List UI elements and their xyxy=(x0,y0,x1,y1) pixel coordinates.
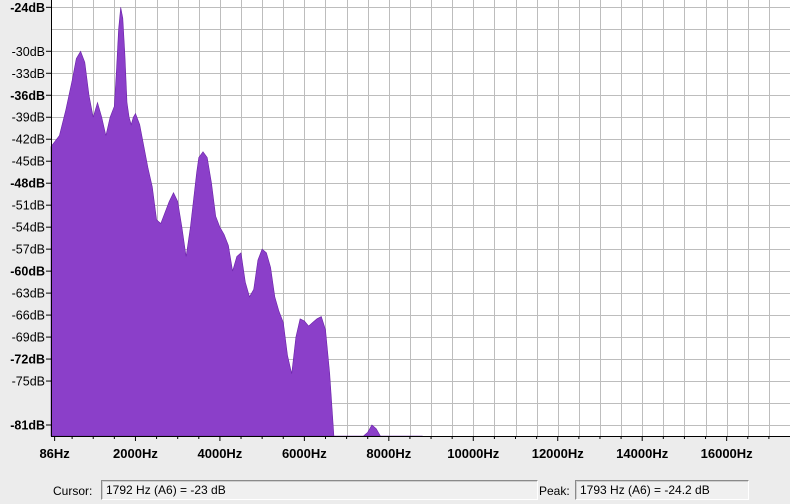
x-tick-label: 14000Hz xyxy=(616,446,669,461)
status-bar: Cursor: 1792 Hz (A6) = -23 dB Peak: 1793… xyxy=(0,478,790,504)
y-tick-label: -81dB xyxy=(10,419,45,433)
y-tick-label: -39dB xyxy=(12,111,45,125)
x-tick-label: 16000Hz xyxy=(701,446,754,461)
y-tick-label: -45dB xyxy=(12,155,45,169)
peak-readout: 1793 Hz (A6) = -24.2 dB xyxy=(575,480,749,500)
cursor-readout: 1792 Hz (A6) = -23 dB xyxy=(101,480,538,500)
y-tick-label: -51dB xyxy=(12,199,45,213)
x-tick-label: 6000Hz xyxy=(282,446,327,461)
y-tick-label: -69dB xyxy=(12,331,45,345)
y-tick-label: -24dB xyxy=(10,1,45,15)
y-tick-label: -48dB xyxy=(10,177,45,191)
y-tick-label: -60dB xyxy=(10,265,45,279)
peak-label: Peak: xyxy=(539,484,570,498)
y-tick-label: -36dB xyxy=(10,89,45,103)
y-tick-label: -75dB xyxy=(12,375,45,389)
y-tick-label: -33dB xyxy=(12,67,45,81)
x-tick-label: 86Hz xyxy=(39,446,70,461)
y-tick-label: -66dB xyxy=(12,309,45,323)
cursor-label: Cursor: xyxy=(53,484,93,498)
x-tick-label: 2000Hz xyxy=(113,446,158,461)
y-tick-label: -30dB xyxy=(12,45,45,59)
y-tick-label: -72dB xyxy=(10,353,45,367)
x-tick-label: 4000Hz xyxy=(198,446,243,461)
y-tick-label: -63dB xyxy=(12,287,45,301)
x-tick-label: 10000Hz xyxy=(447,446,500,461)
y-tick-label: -57dB xyxy=(12,243,45,257)
y-tick-label: -42dB xyxy=(12,133,45,147)
spectrum-plot[interactable]: -24dB -30dB -33dB -36dB -39dB -42dB -45dB -48dB… xyxy=(0,0,790,478)
x-tick-label: 12000Hz xyxy=(532,446,585,461)
y-tick-label: -54dB xyxy=(12,221,45,235)
x-tick-label: 8000Hz xyxy=(366,446,411,461)
